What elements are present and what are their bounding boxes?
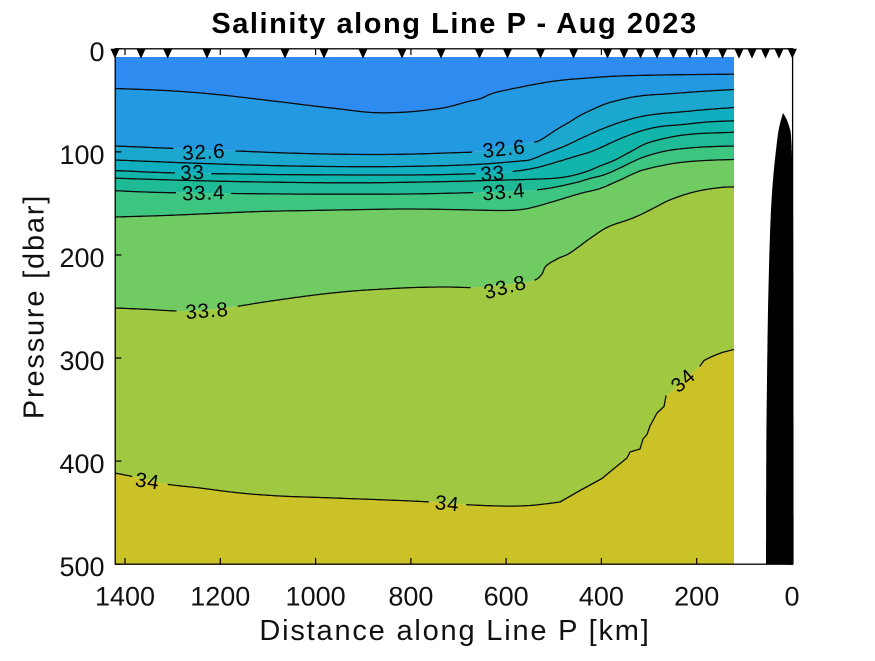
svg-text:300: 300 [59, 346, 104, 376]
svg-text:0: 0 [784, 582, 799, 612]
svg-text:Pressure [dbar]: Pressure [dbar] [19, 194, 51, 419]
svg-text:100: 100 [59, 140, 104, 170]
svg-text:34: 34 [434, 491, 461, 516]
svg-text:32.6: 32.6 [182, 140, 226, 165]
svg-text:0: 0 [89, 37, 104, 67]
svg-text:33.4: 33.4 [481, 179, 526, 206]
svg-text:Distance along Line P [km]: Distance along Line P [km] [259, 615, 650, 647]
svg-text:33: 33 [480, 161, 506, 186]
svg-text:400: 400 [579, 582, 624, 612]
svg-text:34: 34 [134, 468, 161, 494]
svg-text:1400: 1400 [95, 582, 155, 612]
svg-text:33: 33 [180, 161, 206, 185]
svg-text:500: 500 [59, 552, 104, 582]
svg-text:400: 400 [59, 449, 104, 479]
svg-text:1200: 1200 [190, 582, 250, 612]
svg-text:32.6: 32.6 [481, 135, 526, 162]
svg-text:200: 200 [674, 582, 719, 612]
svg-text:600: 600 [484, 582, 529, 612]
svg-text:200: 200 [59, 243, 104, 273]
svg-text:Salinity along Line P - Aug 20: Salinity along Line P - Aug 2023 [211, 8, 697, 40]
svg-text:33.8: 33.8 [185, 298, 230, 324]
svg-text:33.4: 33.4 [182, 181, 226, 205]
svg-text:800: 800 [388, 582, 433, 612]
svg-text:1000: 1000 [286, 582, 346, 612]
